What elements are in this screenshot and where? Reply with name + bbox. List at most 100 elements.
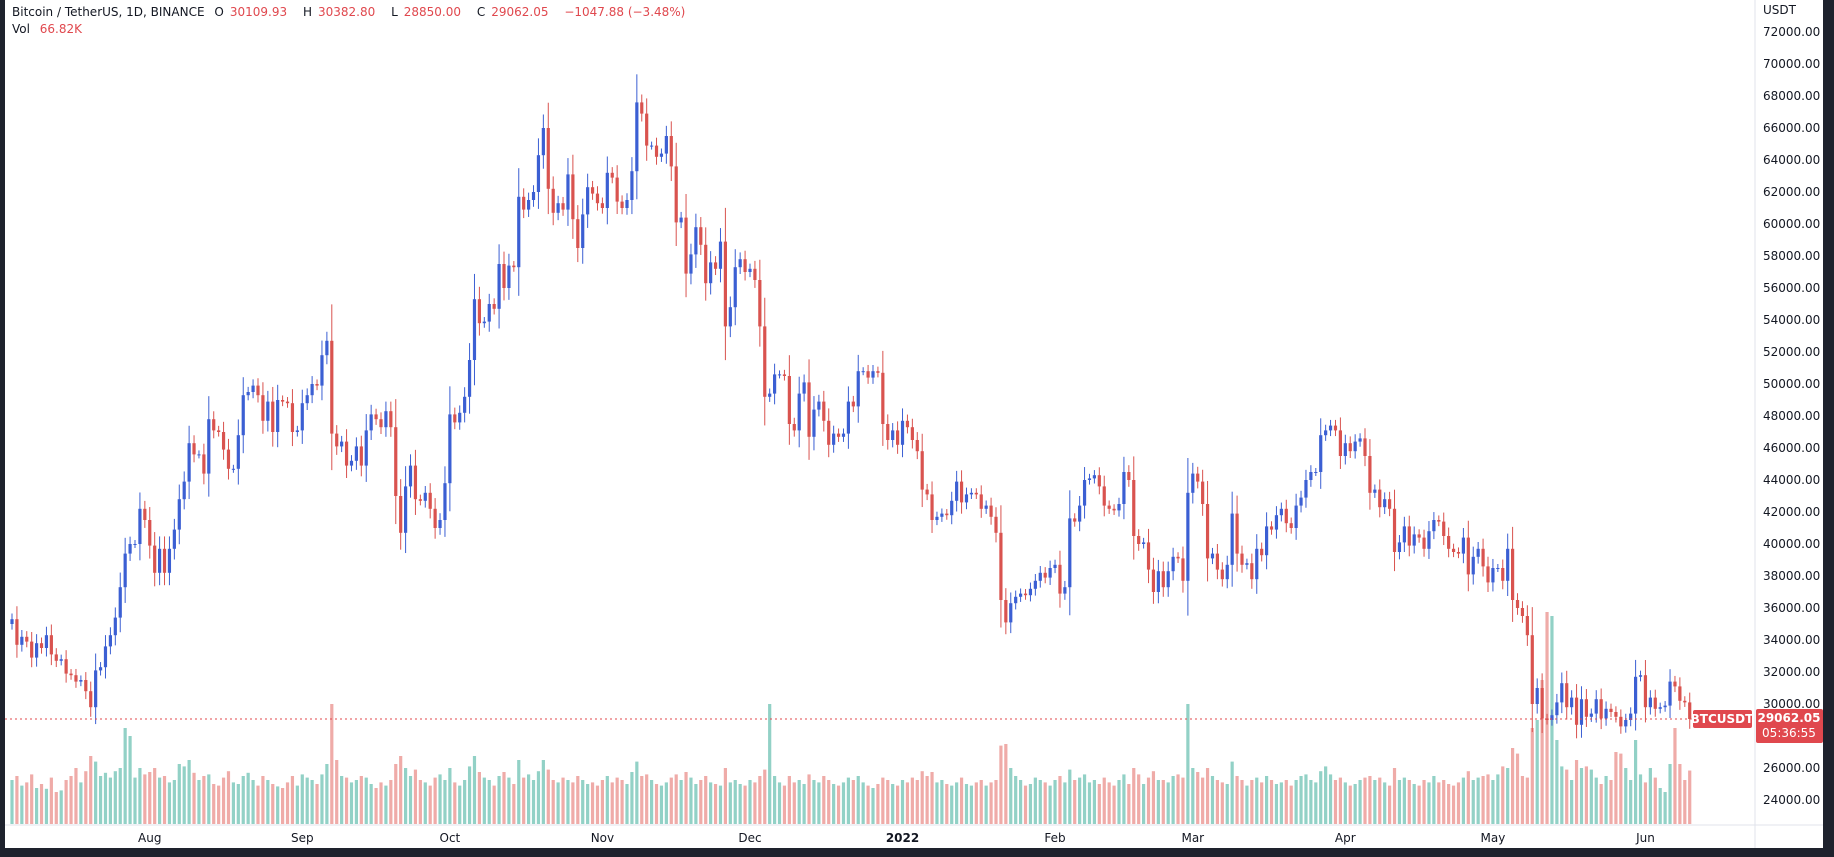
candle-body: [1235, 513, 1239, 554]
candle-body: [49, 635, 53, 655]
volume-bar: [404, 768, 408, 824]
candle-body: [1166, 571, 1170, 588]
candle-body: [974, 492, 978, 495]
candle-body: [197, 454, 201, 456]
candle-body: [1629, 713, 1633, 720]
volume-bar: [1082, 774, 1087, 824]
candle: [782, 369, 787, 381]
volume-bar: [1009, 768, 1013, 824]
candle: [1560, 672, 1564, 714]
candle-body: [1265, 526, 1269, 556]
price-tick: 42000.00: [1763, 505, 1820, 519]
candle-body: [261, 395, 265, 421]
volume-bar: [1540, 680, 1544, 824]
time-tick: 2022: [886, 831, 919, 845]
volume-bar: [1634, 740, 1638, 824]
volume-bar: [1619, 753, 1623, 824]
candle: [1132, 456, 1136, 560]
candle-body: [1353, 441, 1357, 452]
candle-body: [1678, 686, 1682, 701]
time-axis[interactable]: Aug Sep Oct Nov Dec 2022 Feb Mar Apr May Jun: [138, 831, 1655, 845]
candle-body: [1570, 697, 1574, 708]
candle-body: [1511, 548, 1515, 600]
candle-body: [502, 264, 506, 288]
candle: [876, 366, 880, 378]
candle-body: [1604, 708, 1608, 719]
volume-bar: [487, 780, 491, 824]
candle-body: [654, 145, 659, 157]
candle-body: [487, 304, 491, 322]
candle-body: [492, 304, 496, 309]
candle-body: [964, 494, 969, 503]
candle-body: [1491, 568, 1495, 583]
candle: [1634, 659, 1638, 731]
volume-bar: [1117, 780, 1121, 824]
volume-bar: [812, 780, 816, 824]
candle-body: [1250, 563, 1254, 580]
volume-bar: [1368, 776, 1372, 824]
volume-bar: [1289, 785, 1293, 824]
candle-body: [856, 371, 860, 407]
candle: [236, 419, 240, 485]
candle: [1181, 546, 1185, 593]
volume-bar: [1378, 777, 1382, 824]
candle-body: [645, 113, 649, 146]
candle-body: [1255, 548, 1259, 580]
candle-body: [59, 659, 63, 661]
candle-body: [797, 393, 801, 431]
volume-bar: [1407, 780, 1411, 824]
volume-bar: [1102, 777, 1106, 824]
price-tick: 38000.00: [1763, 569, 1820, 583]
candle: [994, 507, 998, 543]
candle-body: [118, 587, 122, 618]
candle-body: [1274, 515, 1279, 530]
volume-bar: [1038, 780, 1042, 824]
candle: [143, 500, 147, 528]
candle-body: [1014, 596, 1018, 604]
candle-body: [290, 403, 295, 432]
candle-body: [212, 419, 216, 431]
candle: [1294, 493, 1298, 540]
candle-body: [192, 443, 196, 455]
candle: [231, 464, 235, 473]
symbol-title[interactable]: Bitcoin / TetherUS, 1D, BINANCE: [12, 5, 205, 19]
candle-body: [1540, 688, 1544, 719]
candle: [566, 158, 570, 226]
candle: [1535, 678, 1539, 714]
candle: [1584, 689, 1588, 727]
candle-body: [295, 430, 299, 432]
volume-bar: [1663, 792, 1667, 824]
price-axis[interactable]: 72000.00 70000.00 68000.00 66000.00 64000.00…: [1763, 25, 1820, 807]
volume-bar: [295, 785, 299, 824]
volume-bar: [285, 782, 290, 824]
volume-bar: [1629, 780, 1633, 824]
candle: [1574, 684, 1579, 739]
candle-body: [1319, 435, 1323, 472]
candle-body: [664, 136, 668, 154]
candle-body: [1451, 548, 1456, 552]
candle-body: [541, 128, 545, 156]
volume-bar: [866, 785, 870, 824]
candle: [620, 195, 624, 215]
candle: [1648, 690, 1652, 715]
candle: [1476, 542, 1480, 564]
candle: [1289, 517, 1293, 534]
candle: [1107, 500, 1111, 514]
change-value: −1047.88 (−3.48%): [564, 5, 686, 19]
candle: [281, 395, 285, 407]
volume-bar: [1668, 764, 1672, 824]
volume-bar: [231, 782, 235, 824]
candle-body: [1176, 556, 1180, 559]
price-tick: 56000.00: [1763, 281, 1820, 295]
candle-body: [669, 136, 673, 167]
volume-label[interactable]: Vol: [12, 22, 30, 36]
volume-bar: [359, 776, 363, 824]
candle-body: [30, 641, 34, 658]
candle: [492, 298, 496, 315]
volume-bar: [694, 784, 698, 824]
candle: [1073, 513, 1077, 527]
candle: [797, 376, 801, 448]
candle-body: [576, 219, 580, 248]
candle-body: [1284, 508, 1288, 524]
